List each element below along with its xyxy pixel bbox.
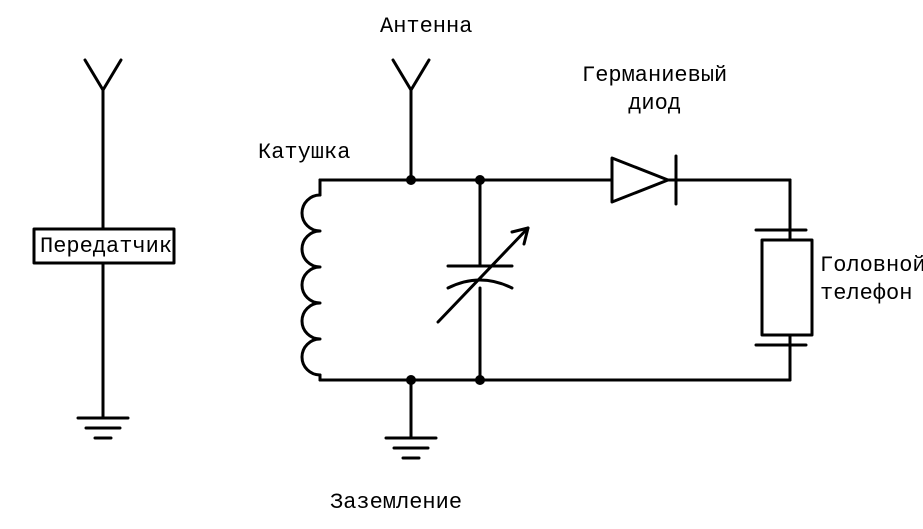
antenna-label: Антенна — [380, 14, 472, 39]
variable-capacitor-icon — [438, 180, 528, 380]
circuit-diagram — [0, 0, 923, 529]
node-icon — [475, 375, 485, 385]
node-icon — [406, 375, 416, 385]
headphone-icon — [756, 230, 812, 345]
transmitter-label: Передатчик — [40, 234, 172, 259]
antenna-icon — [393, 60, 429, 180]
ground-label: Заземление — [330, 490, 462, 515]
node-icon — [475, 175, 485, 185]
ground-icon — [78, 418, 128, 438]
receiver-block — [302, 60, 812, 458]
coil-label: Катушка — [258, 140, 350, 165]
antenna-icon — [85, 60, 121, 229]
ground-icon — [386, 438, 436, 458]
diode-label: Германиевый диод — [582, 62, 727, 117]
node-icon — [406, 175, 416, 185]
coil-icon — [302, 180, 320, 380]
headphone-label: Головной телефон — [820, 252, 923, 307]
